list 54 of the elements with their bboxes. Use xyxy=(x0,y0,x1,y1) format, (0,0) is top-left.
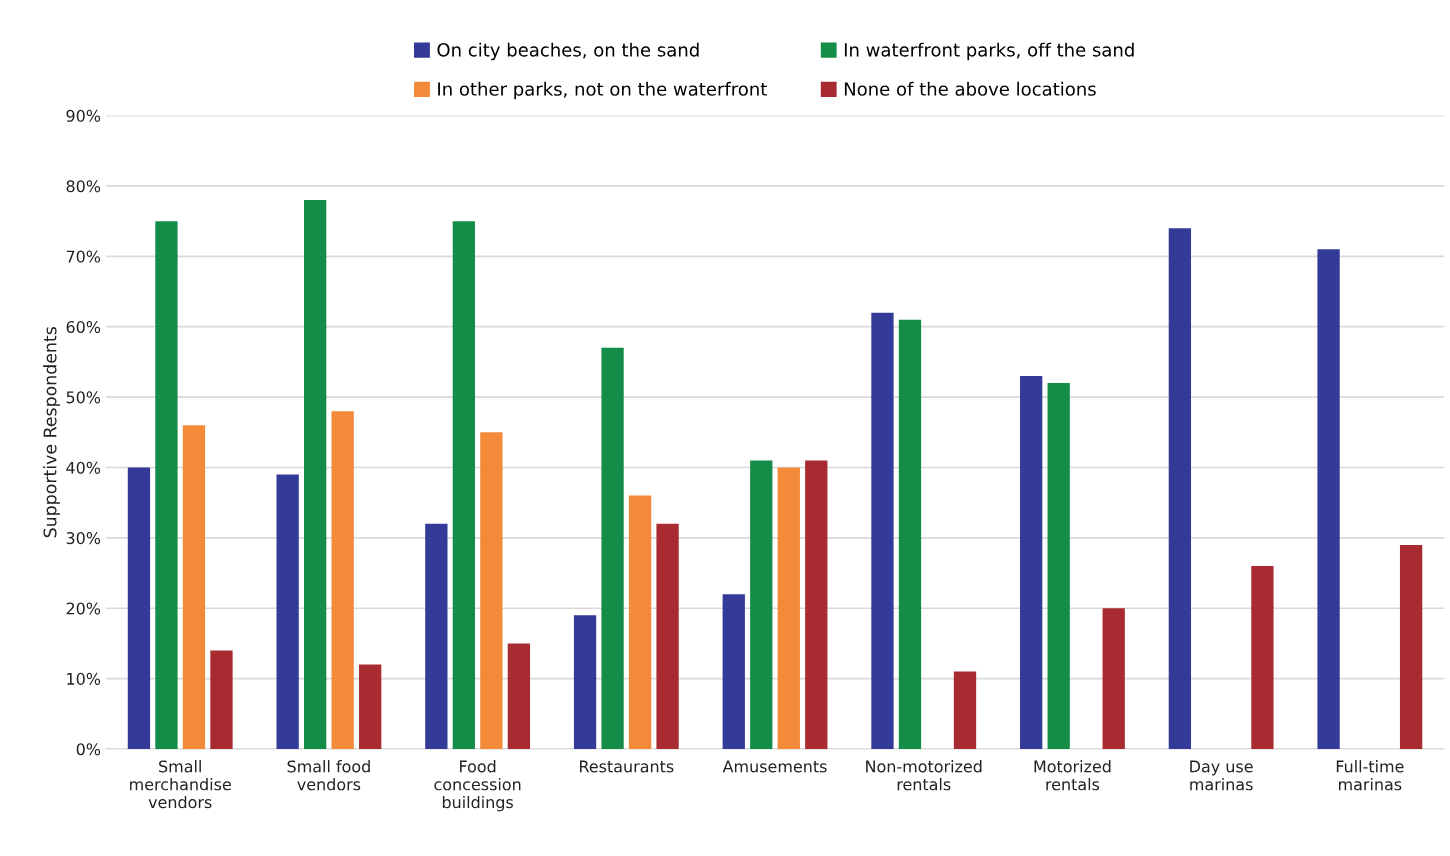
bar xyxy=(777,467,800,749)
x-tick-label: Small merchandise vendors xyxy=(130,760,231,809)
bar xyxy=(573,615,597,749)
bar xyxy=(507,643,531,749)
bar xyxy=(210,650,233,749)
bar xyxy=(155,221,178,749)
legend-label: In other parks, not on the waterfront xyxy=(438,81,767,100)
bar xyxy=(871,312,894,749)
bar xyxy=(656,523,679,749)
bar xyxy=(127,467,151,749)
y-axis-title: Supportive Respondents xyxy=(43,327,60,538)
y-tick-label: 10% xyxy=(67,672,101,685)
x-tick-label: Restaurants xyxy=(580,760,674,773)
x-tick-label: Food concession buildings xyxy=(434,760,521,812)
y-tick-label: 50% xyxy=(66,391,101,404)
bar xyxy=(1020,375,1043,749)
bar xyxy=(1399,544,1423,749)
legend-label: In waterfront parks, off the sand xyxy=(844,42,1134,61)
bar xyxy=(1102,608,1125,749)
x-tick-label: Motorized rentals xyxy=(1034,760,1111,791)
bar xyxy=(953,671,977,749)
bar xyxy=(1317,249,1340,749)
x-tick-label: Day use marinas xyxy=(1190,760,1253,791)
x-tick-label: Non-motorized rentals xyxy=(866,760,982,791)
bar xyxy=(331,411,354,749)
bar xyxy=(480,432,503,749)
legend-label: On city beaches, on the sand xyxy=(437,42,699,61)
bar xyxy=(601,347,624,749)
y-tick-label: 80% xyxy=(66,180,101,193)
bar xyxy=(182,425,206,749)
y-tick-label: 60% xyxy=(66,320,101,333)
y-tick-label: 90% xyxy=(66,109,101,122)
x-tick-label: Amusements xyxy=(722,760,827,773)
y-tick-label: 0% xyxy=(76,743,101,756)
bar xyxy=(750,460,773,749)
bar xyxy=(359,664,382,749)
bar xyxy=(452,221,476,749)
y-tick-label: 40% xyxy=(66,461,101,474)
y-tick-label: 20% xyxy=(66,602,101,615)
bar xyxy=(276,474,299,749)
x-tick-label: Full-time marinas xyxy=(1336,760,1404,791)
bar xyxy=(425,523,448,749)
y-tick-label: 30% xyxy=(66,532,101,545)
bar xyxy=(1047,383,1070,749)
legend-label: None of the above locations xyxy=(844,81,1096,96)
bar xyxy=(1251,566,1274,749)
bar xyxy=(805,460,828,749)
bar xyxy=(304,200,327,749)
x-tick-label: Small food vendors xyxy=(287,760,370,791)
bar xyxy=(722,594,745,749)
bar xyxy=(1168,228,1192,749)
y-tick-label: 70% xyxy=(66,250,101,263)
bar xyxy=(898,319,922,749)
bar xyxy=(628,495,652,749)
